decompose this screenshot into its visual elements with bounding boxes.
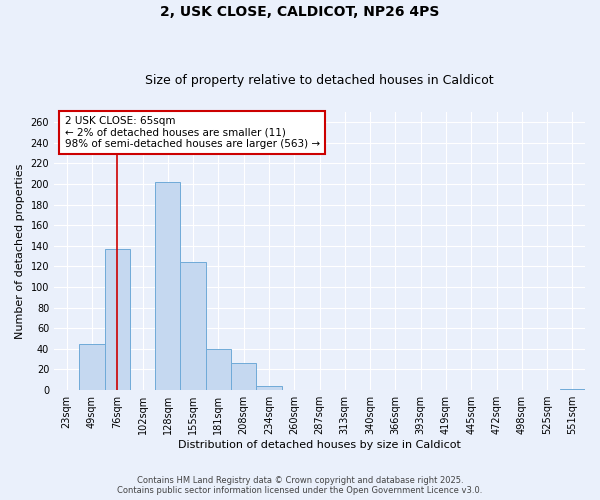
Text: Contains HM Land Registry data © Crown copyright and database right 2025.
Contai: Contains HM Land Registry data © Crown c… — [118, 476, 482, 495]
Bar — [231, 364, 256, 390]
Y-axis label: Number of detached properties: Number of detached properties — [15, 163, 25, 338]
Bar — [104, 249, 130, 390]
X-axis label: Distribution of detached houses by size in Caldicot: Distribution of detached houses by size … — [178, 440, 461, 450]
Text: 2, USK CLOSE, CALDICOT, NP26 4PS: 2, USK CLOSE, CALDICOT, NP26 4PS — [160, 5, 440, 19]
Bar — [256, 386, 281, 390]
Bar — [79, 344, 104, 390]
Bar — [181, 262, 206, 390]
Text: 2 USK CLOSE: 65sqm
← 2% of detached houses are smaller (11)
98% of semi-detached: 2 USK CLOSE: 65sqm ← 2% of detached hous… — [65, 116, 320, 149]
Bar — [560, 389, 585, 390]
Bar — [155, 182, 181, 390]
Bar — [206, 349, 231, 390]
Title: Size of property relative to detached houses in Caldicot: Size of property relative to detached ho… — [145, 74, 494, 87]
